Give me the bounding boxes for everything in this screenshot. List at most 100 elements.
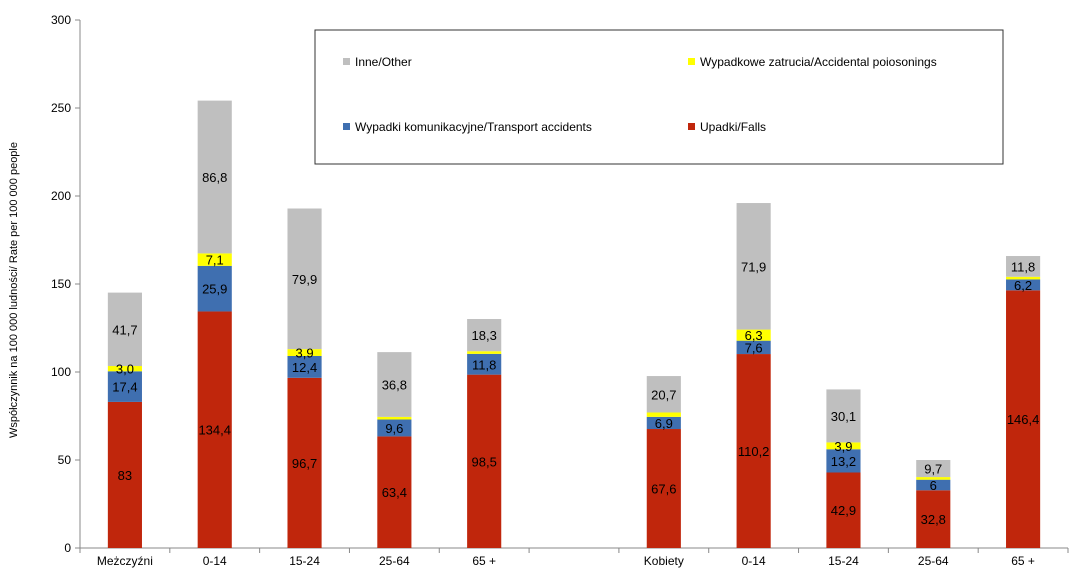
bar-segment — [197, 253, 232, 266]
bar-segment — [1006, 290, 1041, 548]
data-label: 36,8 — [382, 377, 407, 392]
data-label: 3,9 — [834, 439, 852, 454]
x-tick-label: 25-64 — [379, 554, 410, 568]
bar-segment — [287, 208, 322, 350]
x-tick-label: 65 + — [1011, 554, 1035, 568]
data-label: 6,3 — [745, 328, 763, 343]
bar-segment — [826, 442, 861, 450]
legend: Inne/Other Wypadkowe zatrucia/Accidental … — [314, 29, 1004, 165]
bar-segment — [377, 352, 412, 417]
data-label: 12,4 — [292, 360, 317, 375]
x-tick-labels: Meżczyźni 0-14 15-24 25-64 65 + Kobiety 0-14 15… — [97, 554, 1035, 568]
y-tick-labels: 0 50 100 150 200 250 300 — [51, 13, 71, 555]
data-label: 6,9 — [655, 416, 673, 431]
bar-segment — [107, 366, 142, 372]
legend-label: Wypadki komunikacyjne/Transport accident… — [355, 120, 592, 134]
y-tick-label: 100 — [51, 365, 71, 379]
data-label: 41,7 — [112, 322, 137, 337]
legend-label: Wypadkowe zatrucia/Accidental poiosoning… — [700, 55, 937, 69]
x-tick-label: 25-64 — [918, 554, 949, 568]
data-label: 17,4 — [112, 380, 137, 395]
legend-swatch — [688, 123, 695, 130]
legend-swatch — [343, 58, 350, 65]
y-tick-label: 0 — [64, 541, 71, 555]
data-label: 71,9 — [741, 259, 766, 274]
data-label: 6,2 — [1014, 278, 1032, 293]
data-label: 6 — [930, 478, 937, 493]
data-label: 30,1 — [831, 409, 856, 424]
data-label: 67,6 — [651, 482, 676, 497]
x-tick-label: 65 + — [472, 554, 496, 568]
data-label: 7,1 — [206, 253, 224, 268]
data-label: 11,8 — [1011, 259, 1035, 274]
bar-segment — [736, 329, 771, 341]
bar-segment — [1006, 279, 1041, 291]
bar-segment — [826, 449, 861, 473]
data-label: 13,2 — [831, 454, 856, 469]
bar-segment — [287, 377, 322, 548]
data-label: 98,5 — [472, 454, 497, 469]
y-tick-label: 250 — [51, 101, 71, 115]
data-label: 134,4 — [198, 423, 231, 438]
bar-segment — [467, 319, 502, 352]
bar-segment — [107, 401, 142, 548]
bar-segment — [736, 340, 771, 355]
bar-segment — [287, 349, 322, 356]
bar-segment — [1006, 276, 1041, 280]
legend-label: Upadki/Falls — [700, 120, 766, 134]
x-tick-label: Meżczyźni — [97, 554, 153, 568]
data-label: 25,9 — [202, 282, 227, 297]
axes — [75, 19, 1069, 553]
data-label: 96,7 — [292, 456, 317, 471]
bar-segment — [287, 355, 322, 378]
bar-segment — [467, 374, 502, 548]
bar-segment — [646, 416, 681, 430]
data-label: 3,0 — [116, 362, 134, 377]
bar-segment — [916, 477, 951, 480]
bar-segment — [736, 203, 771, 330]
bar-segment — [826, 472, 861, 548]
bar-segment — [646, 412, 681, 417]
x-tick-label: 0-14 — [742, 554, 766, 568]
bars — [107, 100, 1041, 548]
bar-segment — [736, 354, 771, 548]
data-label: 63,4 — [382, 485, 407, 500]
bar-segment — [916, 479, 951, 491]
x-tick-label: 0-14 — [203, 554, 227, 568]
legend-swatch — [343, 123, 350, 130]
data-labels: 8317,43,041,7134,425,97,186,896,712,43,9… — [112, 170, 1039, 527]
bar-segment — [646, 376, 681, 413]
data-label: 32,8 — [921, 512, 946, 527]
y-tick-label: 300 — [51, 13, 71, 27]
bar-segment — [1006, 256, 1041, 277]
data-label: 11,8 — [472, 357, 496, 372]
bar-segment — [107, 371, 142, 402]
data-label: 7,6 — [745, 340, 763, 355]
y-tick-label: 50 — [58, 453, 72, 467]
data-label: 86,8 — [202, 170, 227, 185]
bar-segment — [646, 429, 681, 548]
y-tick-label: 200 — [51, 189, 71, 203]
data-label: 9,7 — [924, 462, 942, 477]
y-axis-label: Współczynnik na 100 000 ludności/ Rate p… — [8, 142, 20, 438]
y-tick-label: 150 — [51, 277, 71, 291]
bar-segment — [377, 416, 412, 420]
data-label: 79,9 — [292, 272, 317, 287]
bar-segment — [467, 351, 502, 354]
x-tick-label: 15-24 — [828, 554, 859, 568]
bar-segment — [916, 460, 951, 478]
data-label: 42,9 — [831, 503, 856, 518]
data-label: 20,7 — [651, 387, 676, 402]
bar-segment — [197, 265, 232, 312]
data-label: 18,3 — [472, 328, 497, 343]
bar-segment — [107, 292, 142, 367]
bar-segment — [197, 311, 232, 548]
legend-label: Inne/Other — [355, 55, 412, 69]
bar-segment — [197, 100, 232, 254]
bar-segment — [467, 353, 502, 375]
data-label: 3,9 — [296, 346, 314, 361]
bar-segment — [377, 436, 412, 548]
legend-swatch — [688, 58, 695, 65]
x-tick-label: 15-24 — [289, 554, 320, 568]
